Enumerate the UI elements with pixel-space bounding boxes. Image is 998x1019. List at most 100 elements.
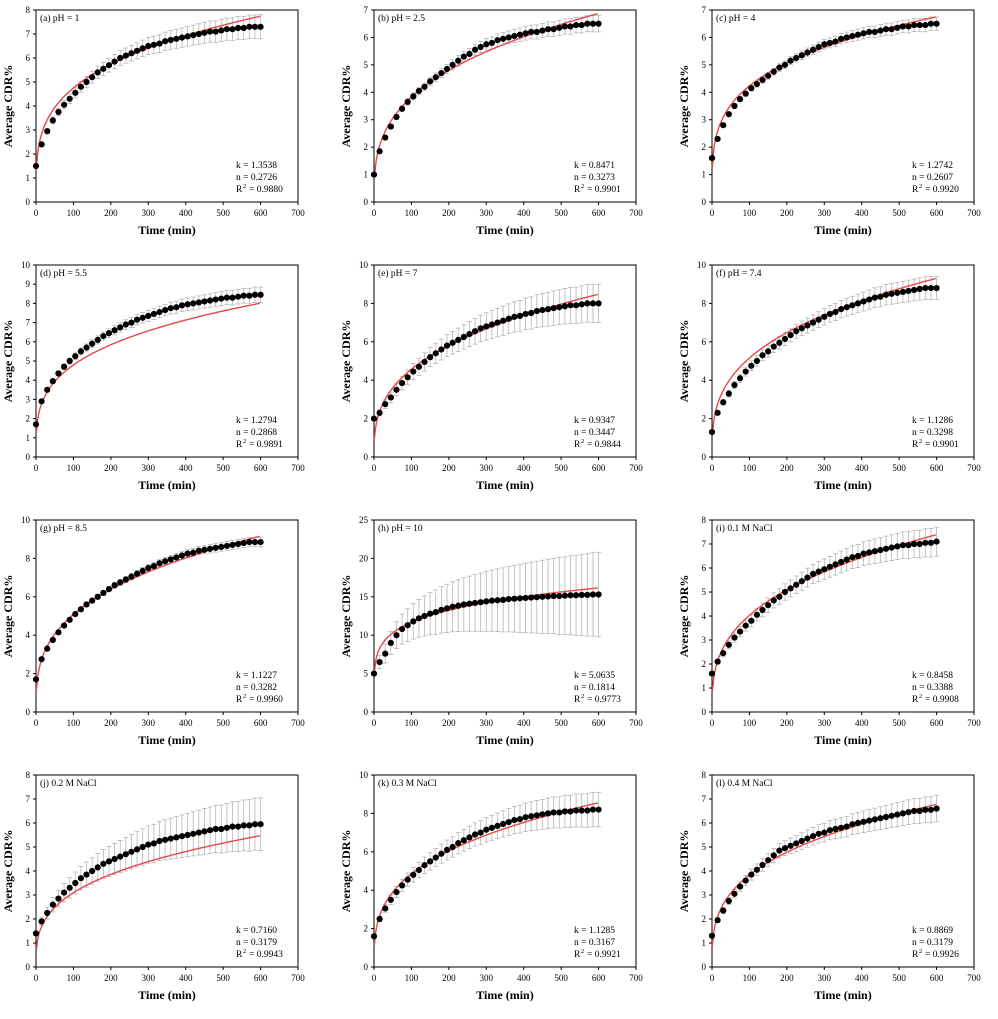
data-point: [860, 30, 867, 37]
data-point: [246, 23, 253, 30]
data-point: [38, 918, 45, 925]
data-point: [156, 560, 163, 567]
chart-svg: 0 100 200 300 400 500 600 700 0 2 4 6 8 10 Time (min) A…: [339, 260, 643, 492]
annotation-r: R: [574, 695, 581, 705]
data-point: [899, 810, 906, 817]
data-point: [742, 622, 749, 629]
data-point: [748, 617, 755, 624]
y-tick-label: 5: [702, 842, 707, 852]
data-point: [432, 609, 439, 616]
x-tick-label: 0: [710, 463, 715, 473]
data-point: [206, 28, 214, 35]
data-point: [888, 812, 895, 819]
data-point: [438, 850, 445, 857]
data-point: [765, 857, 772, 864]
data-point: [133, 846, 141, 853]
y-tick-label: 5: [702, 587, 707, 597]
x-tick-label: 400: [179, 973, 193, 983]
data-point: [793, 840, 800, 847]
data-point: [933, 538, 940, 545]
data-point: [804, 574, 811, 581]
x-tick-label: 700: [967, 208, 981, 218]
x-tick-label: 500: [216, 973, 230, 983]
x-tick-label: 600: [592, 718, 606, 728]
chart-panel: 0 100 200 300 400 500 600 700 0 1 2 3 4 5 6 7 8 Time (min…: [676, 765, 998, 1015]
data-point: [578, 807, 585, 814]
y-tick-label: 4: [26, 866, 31, 876]
x-tick-label: 200: [780, 463, 794, 473]
y-tick-label: 3: [702, 115, 707, 125]
data-point: [809, 570, 817, 578]
annotation-r2-value: = 0.9920: [925, 185, 959, 195]
data-point: [765, 72, 772, 79]
data-point: [753, 80, 761, 88]
y-tick-label: 10: [359, 630, 369, 640]
data-point: [776, 64, 783, 71]
data-point: [860, 550, 867, 557]
annotation-r2-value: = 0.9901: [925, 440, 959, 450]
fit-curve: [35, 535, 260, 691]
data-point: [544, 26, 552, 33]
x-tick-label: 400: [179, 463, 193, 473]
data-point: [443, 605, 451, 612]
y-tick-label: 3: [26, 394, 31, 404]
y-tick-label: 8: [702, 298, 707, 308]
x-tick-label: 700: [629, 973, 643, 983]
data-point: [731, 102, 738, 110]
data-point: [72, 879, 79, 887]
data-point: [398, 379, 406, 387]
y-tick-label: 6: [702, 818, 707, 828]
x-tick-label: 700: [967, 718, 981, 728]
annotation-n: n = 0.3282: [236, 683, 277, 693]
data-point: [382, 905, 389, 912]
data-point: [66, 357, 73, 365]
data-point: [736, 628, 744, 635]
data-point: [449, 603, 456, 610]
data-point: [49, 117, 56, 124]
data-point: [821, 41, 828, 48]
y-tick-label: 6: [26, 337, 31, 347]
x-tick-label: 100: [743, 463, 757, 473]
x-tick-label: 200: [104, 208, 118, 218]
data-point: [793, 581, 800, 588]
data-point: [787, 331, 794, 339]
data-point: [44, 128, 51, 135]
chart-panel: 0 100 200 300 400 500 600 700 0 2 4 6 8 10 Time (min) A…: [338, 255, 660, 505]
y-tick-label: 2: [702, 142, 707, 152]
x-tick-label: 400: [517, 718, 531, 728]
data-point: [765, 348, 772, 355]
data-point: [117, 579, 124, 586]
data-point: [809, 46, 817, 53]
data-point: [471, 46, 479, 53]
annotation-k: k = 0.7160: [236, 926, 277, 936]
data-point: [218, 825, 225, 833]
y-tick-label: 25: [359, 515, 369, 525]
data-point: [877, 546, 884, 554]
data-point: [550, 26, 557, 33]
annotation-k: k = 5.0635: [574, 671, 615, 681]
x-tick-label: 700: [629, 463, 643, 473]
x-tick-label: 700: [291, 463, 305, 473]
data-point: [240, 822, 247, 829]
data-point: [178, 552, 186, 559]
y-tick-label: 2: [702, 659, 707, 669]
data-point: [184, 831, 191, 839]
x-tick-label: 600: [254, 463, 268, 473]
data-point: [561, 303, 568, 310]
data-point: [162, 836, 169, 843]
x-tick-label: 100: [405, 718, 419, 728]
data-point: [128, 50, 135, 57]
x-tick-label: 200: [442, 208, 456, 218]
data-point: [190, 32, 197, 39]
data-point: [500, 317, 507, 324]
y-tick-label: 2: [26, 914, 31, 924]
data-point: [742, 368, 749, 375]
data-point: [849, 554, 856, 561]
x-tick-label: 500: [216, 463, 230, 473]
data-point: [589, 806, 597, 813]
panel-title: (b) pH = 2.5: [378, 13, 425, 24]
data-point: [556, 592, 563, 600]
data-point: [516, 595, 524, 602]
x-tick-label: 100: [67, 463, 81, 473]
data-point: [533, 28, 540, 36]
